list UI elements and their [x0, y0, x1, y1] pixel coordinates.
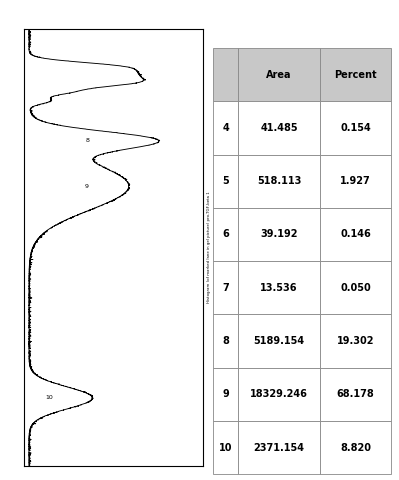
Text: 0.146: 0.146	[340, 229, 371, 240]
Text: 41.485: 41.485	[261, 123, 298, 133]
Bar	[213, 101, 238, 155]
Text: 4: 4	[223, 123, 229, 133]
Bar	[238, 101, 320, 155]
Bar	[213, 421, 238, 474]
Bar	[213, 314, 238, 368]
Bar	[213, 155, 238, 208]
Text: Area: Area	[267, 70, 292, 80]
Text: 9: 9	[85, 183, 89, 189]
Bar	[320, 368, 391, 421]
Text: 2371.154: 2371.154	[254, 443, 305, 453]
Text: 10: 10	[45, 396, 53, 400]
Bar	[320, 155, 391, 208]
Text: 1.927: 1.927	[340, 176, 371, 186]
Bar	[238, 421, 320, 474]
Text: 6: 6	[223, 229, 229, 240]
Text: 8.820: 8.820	[340, 443, 371, 453]
Bar	[238, 261, 320, 314]
Bar	[213, 48, 238, 101]
Text: 8: 8	[85, 138, 89, 143]
Bar	[320, 421, 391, 474]
Bar	[320, 48, 391, 101]
Bar	[238, 368, 320, 421]
Text: 5189.154: 5189.154	[254, 336, 305, 346]
Text: 9: 9	[223, 389, 229, 399]
Bar	[320, 101, 391, 155]
Bar	[238, 48, 320, 101]
Text: Percent: Percent	[334, 70, 377, 80]
Text: 7: 7	[223, 283, 229, 293]
Text: 0.154: 0.154	[340, 123, 371, 133]
Bar	[213, 208, 238, 261]
Bar	[320, 261, 391, 314]
Text: 39.192: 39.192	[261, 229, 298, 240]
Text: 5: 5	[223, 176, 229, 186]
Bar	[320, 208, 391, 261]
Text: 19.302: 19.302	[337, 336, 374, 346]
Text: 8: 8	[223, 336, 229, 346]
Bar	[238, 155, 320, 208]
Bar	[238, 208, 320, 261]
Bar	[213, 261, 238, 314]
Text: 518.113: 518.113	[257, 176, 301, 186]
Text: 13.536: 13.536	[261, 283, 298, 293]
Bar	[320, 314, 391, 368]
Text: Histogram (of marked lane in gel picture) pro-TGF-beta 1: Histogram (of marked lane in gel picture…	[207, 192, 211, 303]
Text: 68.178: 68.178	[337, 389, 374, 399]
Text: 18329.246: 18329.246	[250, 389, 308, 399]
Text: 0.050: 0.050	[340, 283, 371, 293]
Bar	[238, 314, 320, 368]
Text: 10: 10	[219, 443, 233, 453]
Bar	[213, 368, 238, 421]
